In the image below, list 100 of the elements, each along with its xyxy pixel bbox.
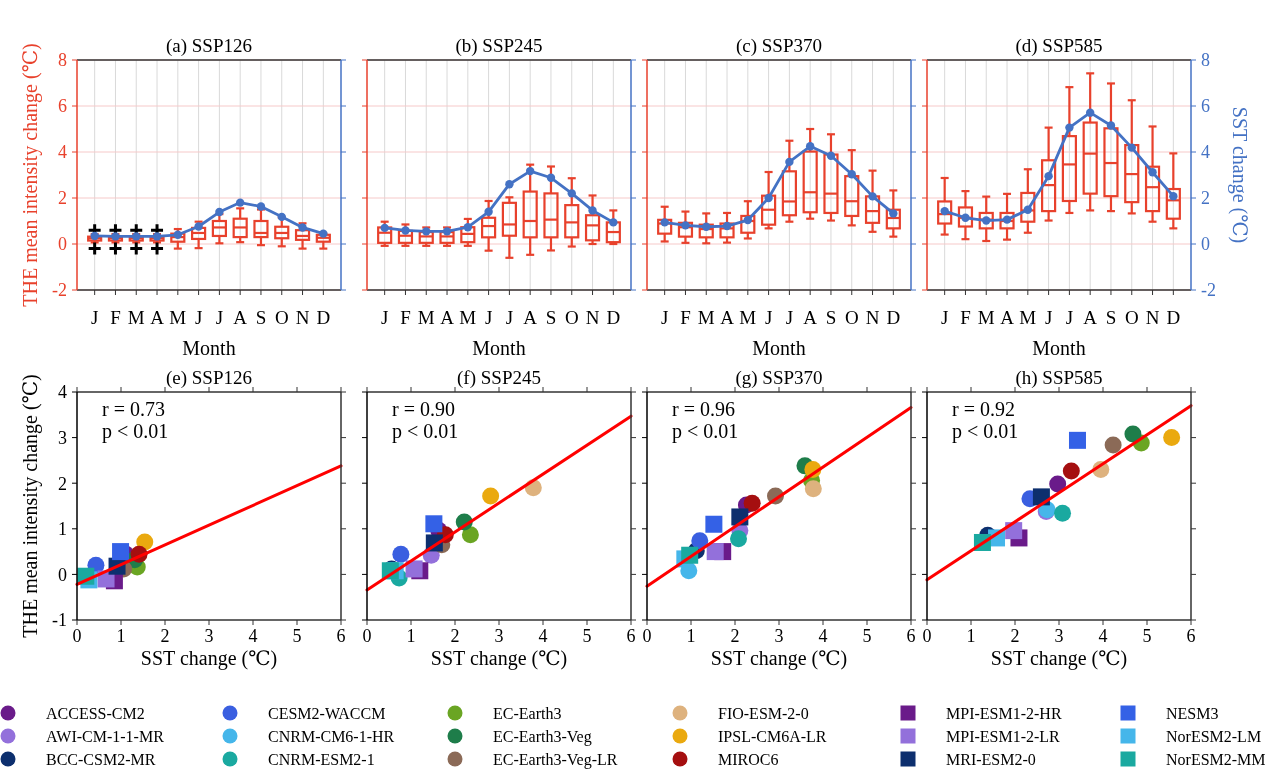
y-tick-label: 8 [58, 50, 67, 71]
x-tick-label: M [169, 307, 187, 328]
point [132, 232, 141, 241]
point [1065, 123, 1074, 132]
point [405, 560, 423, 578]
x-tick-label: A [1000, 307, 1015, 328]
point [1054, 504, 1072, 522]
x-tick-label: S [255, 307, 267, 328]
point [1127, 143, 1136, 152]
point [1124, 425, 1142, 443]
point [588, 206, 597, 215]
y2-tick-label: 6 [1201, 96, 1210, 117]
point [1044, 171, 1053, 181]
x-tick-label: O [844, 307, 859, 328]
legend-label: CNRM-ESM2-1 [268, 750, 375, 768]
point [484, 207, 493, 216]
y-tick-label: 2 [58, 473, 67, 494]
chart-title: (a) SSP126 [165, 35, 253, 57]
x-tick-label: J [215, 307, 224, 328]
x-tick-label: 2 [730, 626, 740, 646]
x-tick-label: F [680, 307, 691, 328]
x-tick-label: 4 [818, 626, 828, 646]
x-tick-label: J [764, 307, 773, 328]
x-tick-label: S [545, 307, 557, 328]
point [1062, 462, 1080, 480]
chart-title: (e) SSP126 [165, 367, 253, 389]
chart-title: (c) SSP370 [735, 35, 823, 57]
y2-tick-label: 4 [1201, 142, 1210, 163]
point [111, 232, 120, 241]
point [380, 223, 389, 233]
x-tick-label: F [960, 307, 971, 328]
annotation: p < 0.01 [102, 420, 169, 443]
x-tick-label: 6 [1186, 626, 1196, 646]
x-tick-label: 4 [1098, 626, 1108, 646]
x-tick-label: N [585, 307, 600, 328]
y2-tick-label: 8 [1201, 50, 1210, 71]
y-tick-label: -1 [52, 610, 67, 631]
x-tick-label: 3 [774, 626, 784, 646]
x-tick-label: 1 [116, 626, 126, 646]
x-tick-label: A [523, 307, 538, 328]
legend-label: AWI-CM-1-1-MR [46, 727, 165, 745]
y-tick-label: 4 [58, 142, 67, 163]
point [90, 231, 99, 241]
chart-title: (d) SSP585 [1015, 35, 1103, 57]
point [847, 170, 856, 179]
point [1068, 431, 1086, 449]
x-tick-label: 4 [538, 626, 548, 646]
x-tick-label: N [295, 307, 310, 328]
x-tick-label: 0 [922, 626, 932, 646]
x-tick-label: D [606, 307, 621, 328]
point [1169, 191, 1178, 201]
legend-label: CESM2-WACCM [268, 704, 386, 722]
point [425, 515, 443, 533]
legend-label: CNRM-CM6-1-HR [268, 727, 395, 745]
legend-label: EC-Earth3 [493, 704, 562, 722]
x-axis-title: Month [1032, 337, 1086, 359]
point [889, 209, 898, 218]
x-tick-label: 6 [626, 626, 636, 646]
point [1106, 121, 1116, 130]
annotation: p < 0.01 [952, 420, 1019, 443]
point [392, 545, 410, 563]
point [705, 515, 723, 533]
legend-label: NorESM2-MM [1166, 750, 1266, 768]
x-tick-label: J [484, 307, 493, 328]
x-tick-label: O [1124, 307, 1139, 328]
point [1104, 436, 1122, 454]
point [1148, 168, 1157, 177]
point [868, 192, 877, 201]
legend-label: MPI-ESM1-2-HR [946, 704, 1062, 722]
legend-label: MIROC6 [718, 750, 779, 768]
point [505, 180, 514, 189]
x-tick-label: 2 [450, 626, 460, 646]
x-tick-label: 5 [1142, 626, 1152, 646]
x-tick-label: N [865, 307, 880, 328]
x-tick-label: D [316, 307, 331, 328]
x-tick-label: D [1166, 307, 1181, 328]
point [743, 494, 761, 512]
x-axis-title: Month [752, 337, 806, 359]
x-tick-label: 1 [406, 626, 416, 646]
x-tick-label: O [564, 307, 579, 328]
x-axis-title: SST change (℃) [990, 647, 1128, 670]
x-tick-label: J [1044, 307, 1053, 328]
point [785, 157, 794, 167]
chart-title: (g) SSP370 [735, 367, 823, 389]
annotation: r = 0.73 [102, 398, 165, 420]
x-tick-label: 1 [966, 626, 976, 646]
point [1049, 475, 1067, 493]
legend-label: IPSL-CM6A-LR [718, 727, 827, 745]
x-axis-title: SST change (℃) [140, 647, 278, 670]
annotation: r = 0.96 [672, 398, 735, 420]
x-tick-label: F [400, 307, 411, 328]
x-tick-label: 3 [204, 626, 214, 646]
x-tick-label: 2 [160, 626, 170, 646]
x-tick-label: F [110, 307, 121, 328]
y-tick-label: 6 [58, 96, 67, 117]
y2-tick-label: -2 [1201, 280, 1216, 301]
x-tick-label: S [825, 307, 837, 328]
point [706, 543, 724, 561]
x-tick-label: 4 [248, 626, 258, 646]
point [805, 142, 815, 151]
